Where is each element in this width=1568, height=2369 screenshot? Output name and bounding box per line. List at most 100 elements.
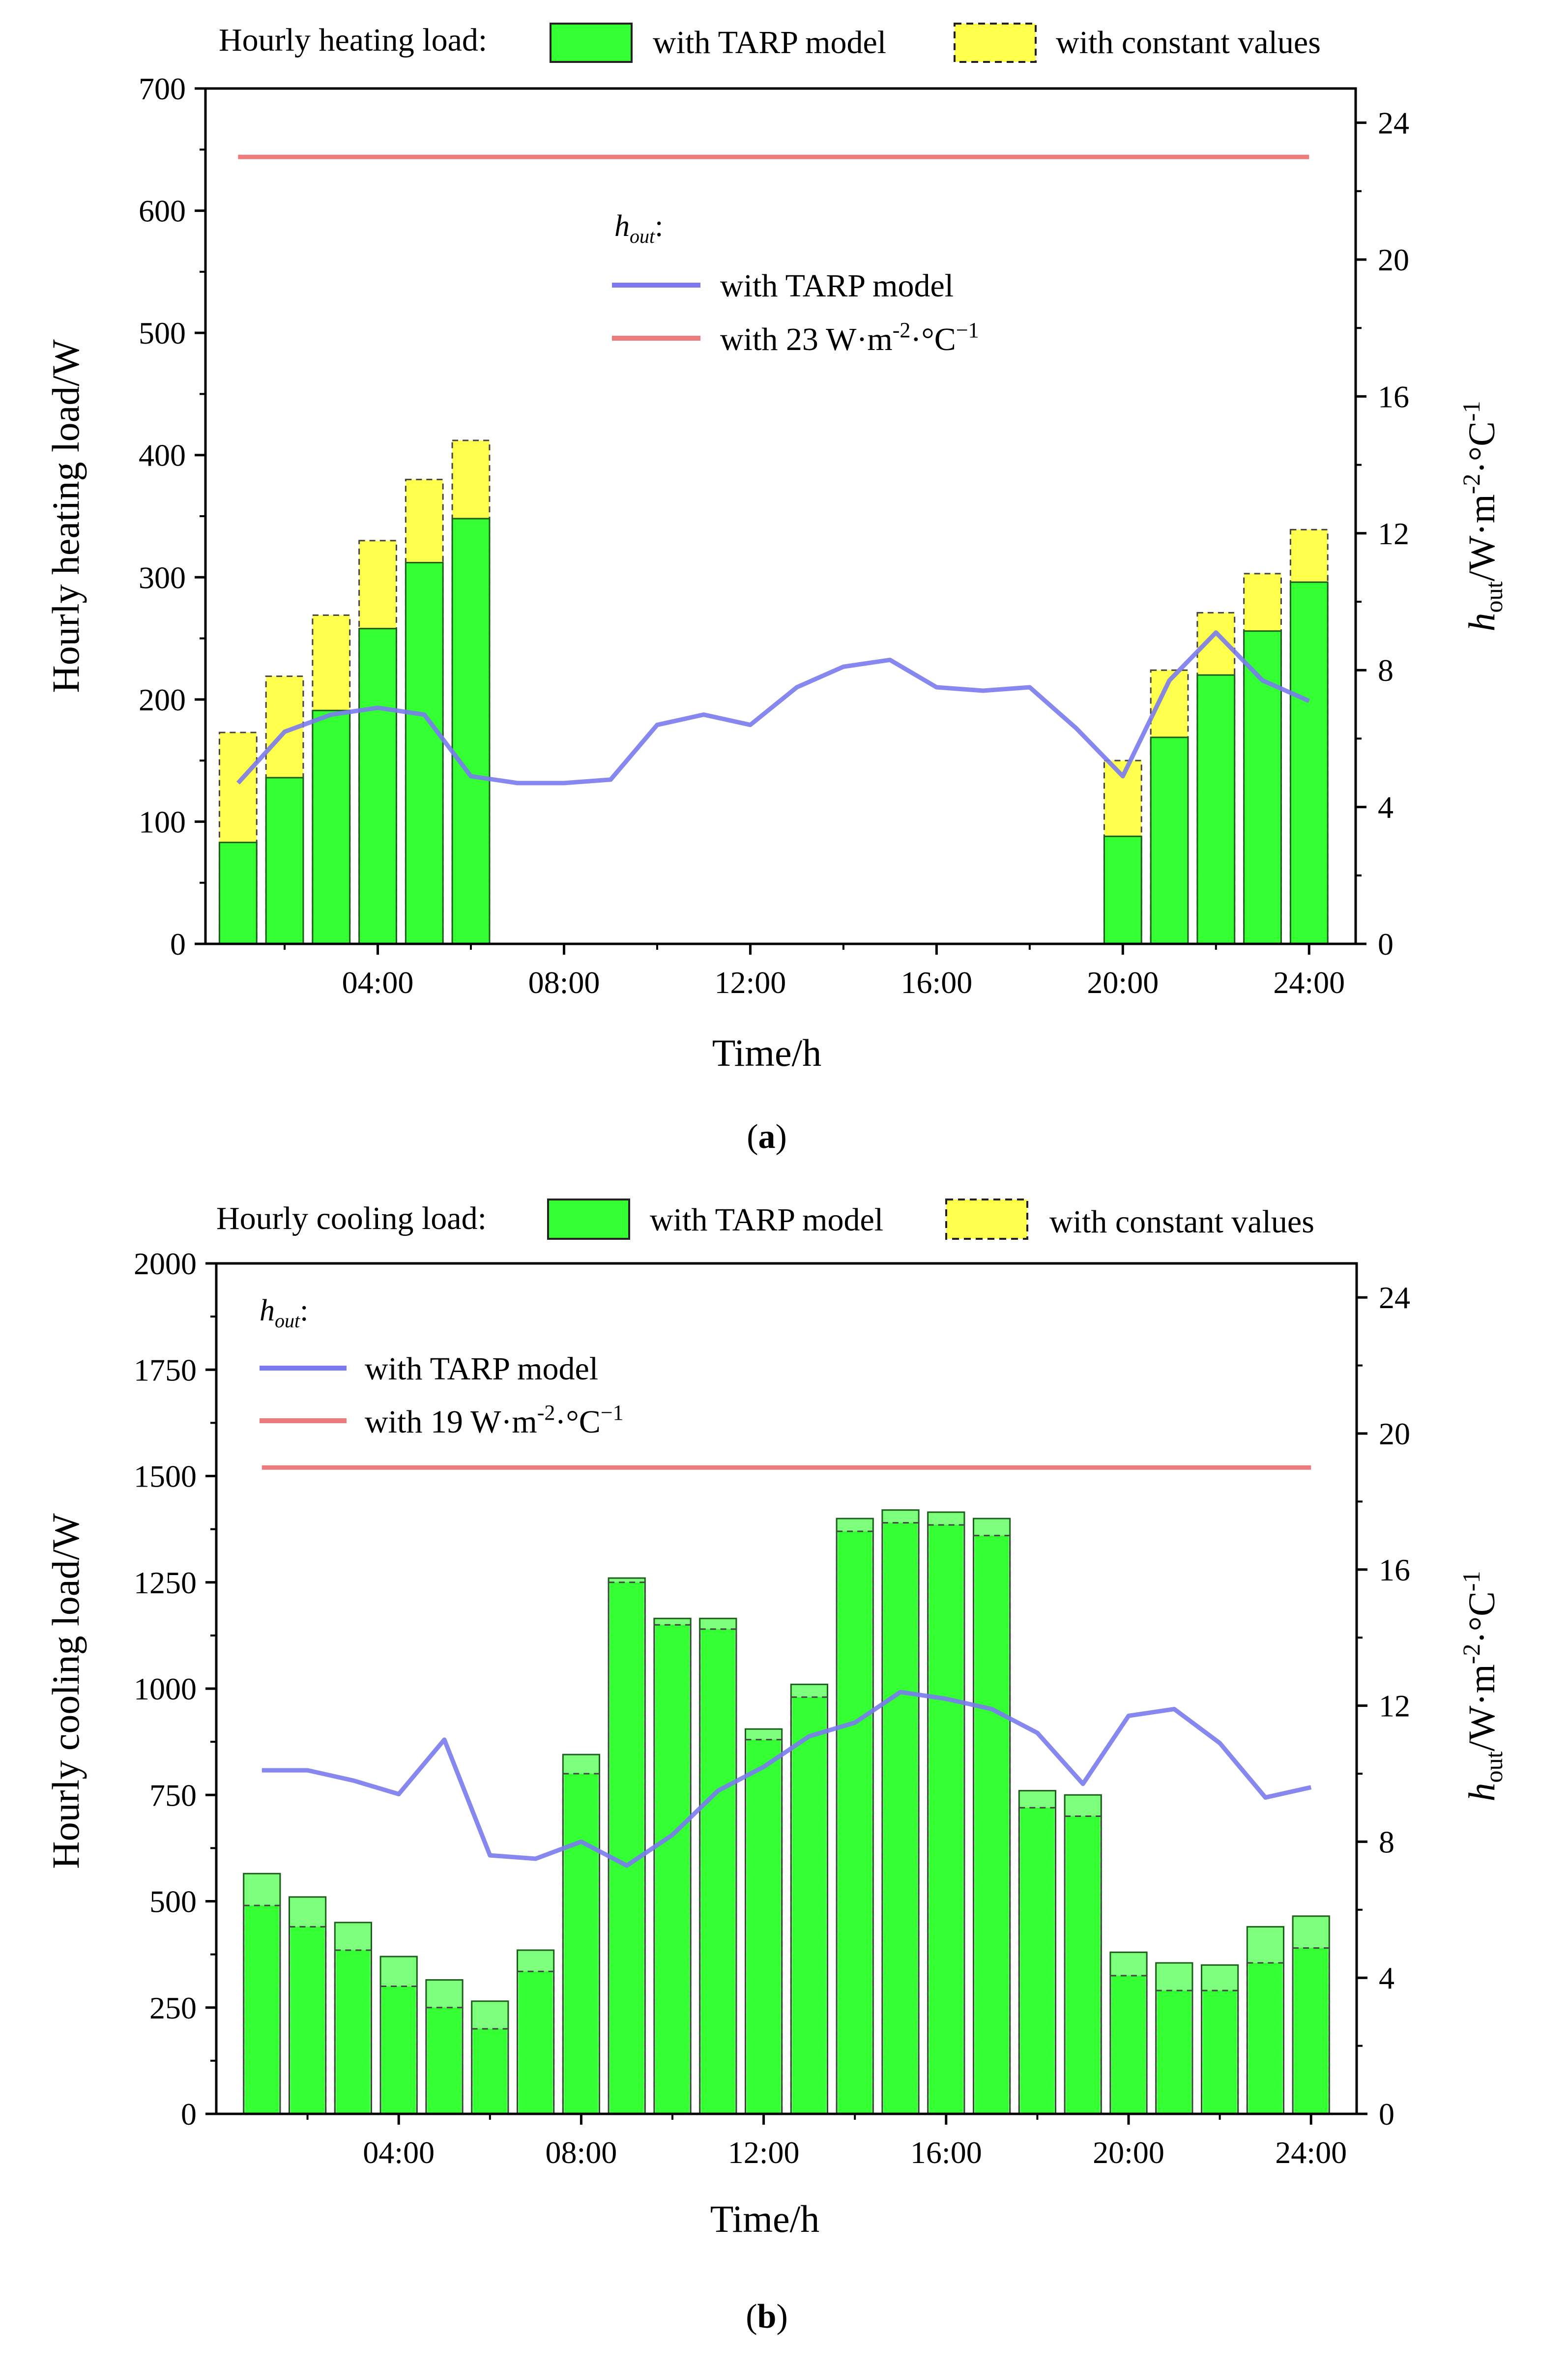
panel-b-hout-legend-label-const: with 19 W·m-2·°C−1 [365, 1401, 624, 1440]
panel-b-y2tick-label: 4 [1379, 1960, 1394, 1995]
panel-a-ytick-label: 0 [170, 927, 186, 962]
panel-a-xtick-label: 16:00 [900, 965, 972, 1000]
panel-b-y2-axis-label: hout/W·m-2·°C-1 [1457, 1571, 1508, 1802]
panel-a-bar-tarp-h6 [451, 518, 491, 945]
panel-a-xtick-label: 20:00 [1087, 965, 1159, 1000]
panel-a-bar-tarp-h2 [265, 777, 304, 945]
panel-b-bar-const-h20 [1109, 1975, 1148, 2115]
panel-b-bar-const-h5 [425, 2007, 464, 2115]
panel-b-bar-overlap-h24 [1294, 1948, 1328, 2114]
panel-b-bar-const-h10 [653, 1624, 692, 2115]
panel-b-bar-overlap-h19 [1066, 1816, 1100, 2114]
panel-b: 0 250 500 750 1000 1250 1500 1750 2000 0 4 8 12 16 20 2… [44, 1199, 1508, 2336]
panel-a-ytick-label: 100 [139, 804, 186, 839]
panel-a-y2tick-label: 20 [1378, 242, 1409, 277]
panel-b-bar-overlap-h10 [655, 1625, 690, 2114]
panel-a-bar-tarp-h3 [312, 709, 351, 945]
panel-b-legend-swatch-tarp [547, 1199, 630, 1240]
panel-b-hout-legend-label-tarp: with TARP model [365, 1351, 598, 1387]
panel-b-bar-overlap-h12 [747, 1739, 781, 2114]
panel-a-lines [236, 154, 1310, 786]
panel-b-line-hout-tarp [261, 1690, 1312, 1868]
panel-b-bar-overlap-h3 [336, 1950, 370, 2114]
panel-b-legend-title: Hourly cooling load: [216, 1200, 487, 1236]
panel-a-y-axis-label: Hourly heating load/W [44, 339, 87, 693]
panel-a-legend-swatch-const [954, 23, 1037, 63]
panel-b-hout-legend-title: hout: [260, 1294, 308, 1332]
panel-b-ytick-label: 1250 [134, 1565, 197, 1600]
panel-b-ytick-label: 1000 [134, 1671, 197, 1706]
panel-b-bar-overlap-h14 [838, 1531, 872, 2114]
panel-a-hout-legend-label-const: with 23 W·m-2·°C−1 [720, 318, 979, 357]
panel-b-bar-overlap-h8 [564, 1774, 598, 2114]
panel-a-xtick-label: 04:00 [342, 965, 414, 1000]
panel-b-ytick-label: 1750 [134, 1352, 197, 1387]
panel-a-y2tick-label: 16 [1378, 379, 1409, 414]
panel-b-y2tick-label: 12 [1379, 1689, 1410, 1724]
panel-a-ytick-label: 700 [139, 71, 186, 106]
panel-b-xtick-label: 20:00 [1093, 2135, 1164, 2170]
panel-b-y2tick-label: 8 [1379, 1824, 1394, 1859]
panel-a-x-axis-label: Time/h [712, 1031, 822, 1074]
panel-a-xtick-label: 08:00 [528, 965, 600, 1000]
panel-b-ytick-label: 250 [149, 1990, 197, 2025]
panel-b-y-axis-label: Hourly cooling load/W [44, 1513, 87, 1869]
panel-a-bar-tarp-h22 [1196, 674, 1236, 945]
panel-a-xtick-label: 24:00 [1273, 965, 1345, 1000]
panel-b-ytick-label: 2000 [134, 1246, 197, 1281]
panel-a-bar-tarp-h5 [405, 561, 444, 945]
panel-b-bar-overlap-h13 [792, 1697, 826, 2114]
panel-b-caption: (b) [746, 2298, 788, 2336]
panel-a-bar-tarp-h21 [1150, 736, 1189, 945]
panel-b-bar-overlap-h7 [519, 1971, 552, 2114]
panel-b-bar-overlap-h9 [610, 1582, 644, 2114]
panel-a-legend-label-const: with constant values [1056, 25, 1321, 60]
panel-b-bar-overlap-h5 [427, 2007, 462, 2114]
panel-b-lines [261, 1465, 1312, 1868]
panel-a-bar-tarp-h24 [1289, 581, 1329, 945]
panel-b-x-axis-label: Time/h [710, 2197, 820, 2240]
panel-a-ytick-label: 300 [139, 560, 186, 595]
panel-b-y2tick-label: 16 [1379, 1552, 1410, 1587]
panel-a-xtick-label: 12:00 [715, 965, 786, 1000]
panel-b-xtick-label: 12:00 [728, 2135, 800, 2170]
panel-b-ytick-label: 500 [149, 1884, 197, 1919]
panel-b-plot-frame [215, 1262, 1358, 2115]
panel-b-y2tick-label: 20 [1379, 1416, 1410, 1451]
panel-b-bar-overlap-h11 [701, 1629, 735, 2114]
panel-b-bar-overlap-h23 [1249, 1962, 1282, 2114]
panel-b-xtick-label: 16:00 [910, 2135, 982, 2170]
panel-b-bar-overlap-h17 [975, 1535, 1009, 2114]
panel-b-legend-swatch-const [945, 1199, 1028, 1240]
panel-a-hout-legend-title: hout: [614, 209, 663, 247]
panel-b-bar-overlap-h15 [883, 1522, 918, 2114]
panel-b-bar-overlap-h2 [290, 1927, 324, 2114]
panel-b-bar-overlap-h16 [929, 1524, 963, 2114]
panel-b-bar-overlap-h1 [245, 1905, 279, 2114]
panel-a-plot-frame [204, 87, 1357, 945]
panel-a-ytick-label: 200 [139, 682, 186, 717]
panel-a-ytick-label: 400 [139, 438, 186, 473]
panel-b-axes: 0 250 500 750 1000 1250 1500 1750 2000 0 4 8 12 16 20 2… [134, 1246, 1410, 2170]
panel-b-y2tick-label: 0 [1379, 2097, 1394, 2132]
panel-a-caption: (a) [747, 1118, 787, 1156]
panel-b-bar-const-h9 [608, 1581, 646, 2115]
panel-b-xtick-label: 24:00 [1275, 2135, 1347, 2170]
panel-a-bars [218, 439, 1329, 945]
panel-b-ytick-label: 750 [149, 1778, 197, 1813]
panel-a-y2tick-label: 12 [1378, 516, 1409, 551]
panel-a-legend-title: Hourly heating load: [219, 22, 487, 58]
panel-a-y2-axis-label: hout/W·m-2·°C-1 [1457, 401, 1508, 632]
panel-a-bar-tarp-h4 [358, 628, 397, 945]
panel-a-bar-tarp-h1 [218, 842, 258, 945]
panel-b-bar-overlap-h21 [1157, 1990, 1191, 2114]
panel-a-line-hout-tarp [236, 630, 1310, 786]
panel-b-xtick-label: 08:00 [546, 2135, 617, 2170]
panel-b-bar-overlap-h22 [1203, 1990, 1237, 2114]
panel-b-legend-label-const: with constant values [1049, 1204, 1314, 1240]
panel-a-axes: 0 100 200 300 400 500 600 700 0 4 8 12 16 20 24 04:00 08… [139, 71, 1409, 1000]
panel-a-legend-label-tarp: with TARP model [653, 25, 886, 60]
panel-b-bar-const-h23 [1246, 1962, 1285, 2115]
panel-a-bar-tarp-h20 [1103, 835, 1142, 945]
